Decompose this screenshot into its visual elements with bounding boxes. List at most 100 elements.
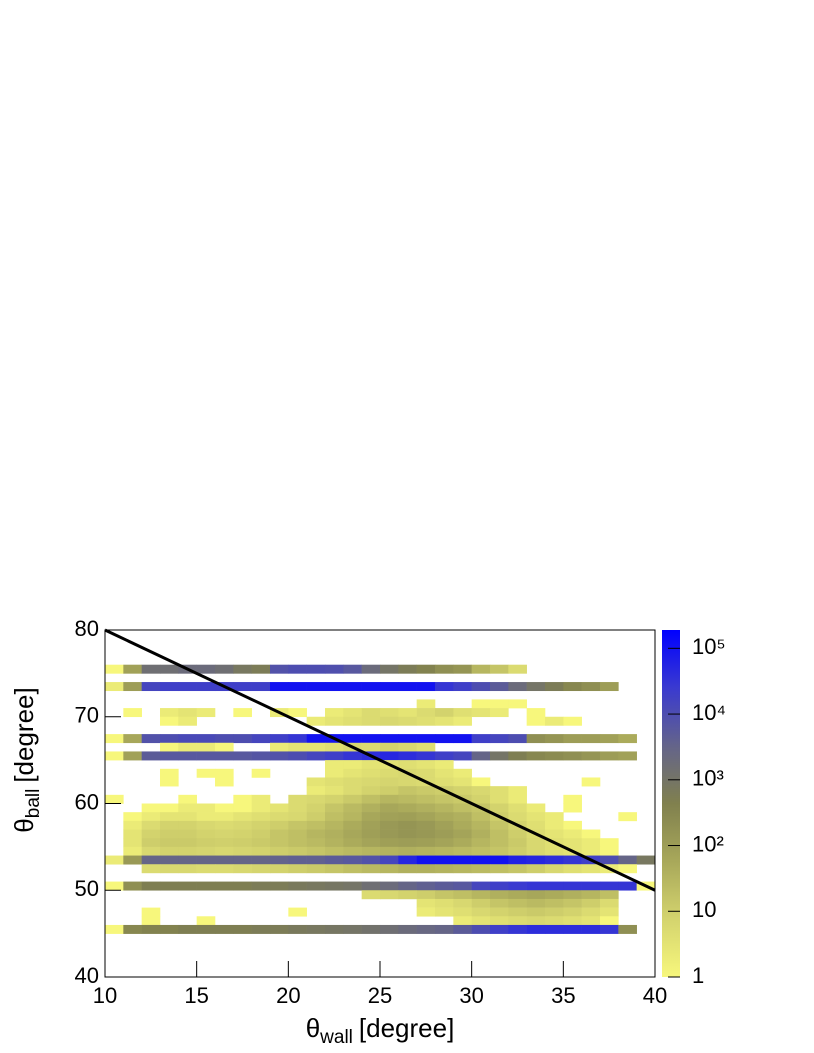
heat-cell [233,820,252,830]
heat-cell [343,924,362,934]
heat-cell [343,820,362,830]
heat-cell [508,846,527,856]
heat-cell [508,664,527,674]
y-tick-label: 70 [75,703,99,728]
heat-cell [526,751,546,761]
heat-cell [508,699,527,709]
heat-cell [233,803,252,813]
heat-cell [636,855,656,865]
heat-cell [490,881,509,891]
heat-cell [545,846,564,856]
heat-cell [453,812,472,822]
heat-cell [545,716,564,726]
heat-cell [471,734,491,744]
heat-cell [380,786,399,796]
heat-cell [325,794,344,804]
heat-cell [581,890,601,900]
heat-cell [508,907,527,917]
heat-cell [526,890,546,900]
heat-cell [471,890,491,900]
heat-cell [453,820,472,830]
heat-cell [471,777,491,787]
heat-cell [453,864,472,874]
heat-cell [471,664,491,674]
heat-cell [453,751,472,761]
heat-cell [178,838,197,848]
heat-cell [325,742,344,752]
heat-cell [490,708,509,718]
heat-cell [141,682,161,692]
heat-cell [416,864,436,874]
heat-cell [361,742,381,752]
heat-cell [325,803,344,813]
heat-cell [160,803,179,813]
heat-cell [526,881,546,891]
heat-cell [563,820,582,830]
heat-cell [141,924,161,934]
heat-cell [141,664,161,674]
heat-cell [398,664,417,674]
heat-cell [270,864,289,874]
heat-cell [398,708,417,718]
heat-cell [526,898,546,908]
heat-cell [398,716,417,726]
heat-cell [435,664,454,674]
heat-cell [471,924,491,934]
heat-cell [398,682,417,692]
x-axis-title: θwall [degree] [306,1013,455,1048]
heat-cell [288,751,307,761]
heat-cell [490,916,509,926]
heat-cell [178,829,197,839]
heat-cell [141,820,161,830]
heat-cell [361,803,381,813]
heat-cell [270,734,289,744]
heat-cell [435,768,454,778]
heat-cell [196,768,216,778]
heat-cell [288,907,307,917]
heat-cell [380,820,399,830]
heat-cell [508,838,527,848]
heat-cell [160,664,179,674]
heat-cell [215,803,234,813]
heat-cell [581,846,601,856]
heat-cell [325,846,344,856]
heat-cell [416,734,436,744]
heat-cell [105,751,124,761]
heat-cell [545,682,564,692]
heat-cell [416,907,436,917]
heat-cell [581,682,601,692]
heat-cell [123,838,142,848]
heat-cell [380,829,399,839]
heat-cell [398,751,417,761]
heat-cell [141,803,161,813]
heat-cell [453,829,472,839]
heat-cell [215,846,234,856]
heat-cell [123,812,142,822]
heat-cell [160,846,179,856]
heat-cell [196,734,216,744]
heat-cell [306,742,326,752]
heat-cell [508,916,527,926]
heat-cell [306,864,326,874]
heat-cell [600,838,619,848]
heat-cell [526,708,546,718]
heat-cell [526,924,546,934]
heat-cell [325,838,344,848]
heat-cell [178,846,197,856]
heat-cell [251,803,271,813]
heat-cell [306,881,326,891]
heat-cell [545,855,564,865]
heat-cell [435,898,454,908]
x-tick-label: 25 [368,983,392,1008]
heat-cell [600,881,619,891]
heat-cell [233,924,252,934]
heat-cell [105,794,124,804]
heat-cell [563,881,582,891]
heat-cell [251,682,271,692]
heat-cell [233,812,252,822]
heat-cell [380,742,399,752]
heat-cell [398,890,417,900]
heat-cell [251,881,271,891]
heat-cell [453,803,472,813]
heat-cell [251,664,271,674]
